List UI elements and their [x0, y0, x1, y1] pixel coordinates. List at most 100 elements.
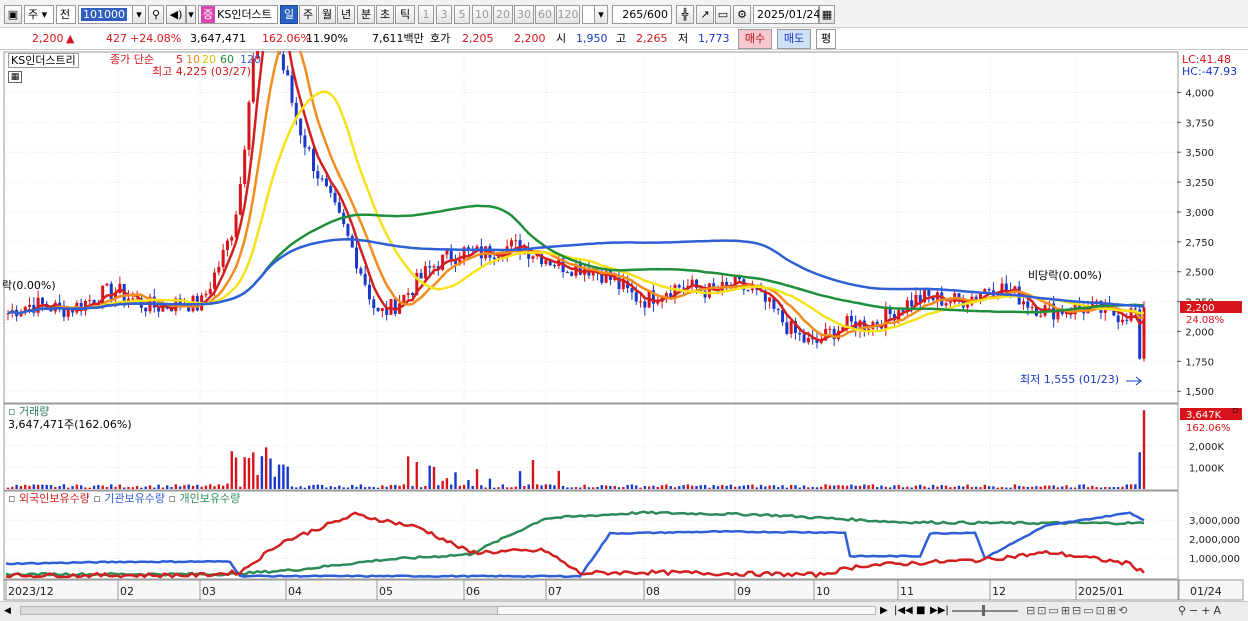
candle-body: [346, 224, 350, 236]
period-minute-button[interactable]: 분: [357, 5, 375, 24]
volume-bar: [1082, 484, 1085, 489]
price-tick-label: 3,500: [1185, 148, 1214, 159]
zoom-tools-icons[interactable]: ⚲−+A: [1178, 604, 1225, 617]
volume-bar: [678, 486, 681, 489]
candle-body: [376, 307, 380, 312]
volume-bar: [1018, 485, 1021, 489]
candle-body: [290, 75, 294, 103]
speaker-dropdown-icon[interactable]: ▾: [186, 5, 196, 24]
candle-body: [828, 328, 832, 330]
window-menu-icon[interactable]: ▣: [4, 5, 22, 24]
interval-20-button[interactable]: 20: [493, 5, 513, 24]
buy-button[interactable]: 매수: [738, 29, 772, 49]
candle-body: [221, 249, 225, 267]
horizontal-scrollbar[interactable]: [20, 606, 876, 615]
volume-bar: [299, 486, 302, 489]
candle-body: [178, 298, 182, 307]
volume-bar: [858, 485, 862, 489]
candle-body: [312, 148, 316, 172]
interval-dropdown-icon[interactable]: ▾: [594, 5, 608, 24]
interval-5-button[interactable]: 5: [454, 5, 470, 24]
period-year-button[interactable]: 년: [337, 5, 355, 24]
sell-button[interactable]: 매도: [777, 29, 811, 49]
volume-bar: [381, 485, 384, 489]
volume-bar: [170, 486, 173, 489]
volume-bar: [36, 484, 40, 489]
candle-body: [884, 308, 888, 329]
volume-bar: [398, 485, 401, 489]
volume-bar: [897, 484, 900, 489]
period-prefix[interactable]: 전: [56, 5, 76, 24]
candle-body: [1112, 307, 1116, 316]
volume-bar: [983, 484, 986, 489]
bar-count-field[interactable]: 265/600: [612, 5, 672, 24]
volume-bar: [574, 487, 578, 489]
volume-bar: [264, 447, 268, 489]
volume-bar: [837, 485, 840, 489]
stop-icon[interactable]: ■: [916, 605, 926, 616]
volume-bar: [346, 487, 350, 489]
ma-label: 종가 단순: [110, 53, 154, 66]
zoom-slider-handle[interactable]: [982, 605, 985, 616]
holding-tick-label: 2,000,000: [1189, 535, 1240, 546]
price-tick-label: 3,750: [1185, 118, 1214, 129]
stock-name-label[interactable]: KS인더스트리: [8, 53, 79, 68]
code-dropdown-icon[interactable]: ▾: [132, 5, 146, 24]
volume-bar: [579, 487, 582, 489]
interval-120-button[interactable]: 120: [556, 5, 580, 24]
candle-body: [802, 334, 806, 343]
interval-3-button[interactable]: 3: [436, 5, 452, 24]
volume-pane-close-icon[interactable]: ▫: [1232, 406, 1239, 416]
calendar-icon[interactable]: ▦: [819, 5, 835, 24]
up-triangle-icon: ▲: [66, 32, 75, 45]
layout-tools-icons[interactable]: ⊟⊡▭⊞⊟▭⊡⊞⟲: [1026, 604, 1130, 617]
period-month-button[interactable]: 월: [318, 5, 336, 24]
draw-tool-icon[interactable]: ↗: [696, 5, 714, 24]
volume-bar: [92, 485, 96, 489]
save-icon[interactable]: ▭: [715, 5, 731, 24]
scroll-right-icon[interactable]: ▶: [880, 605, 888, 616]
jump-start-icon[interactable]: |◀◀: [894, 605, 913, 616]
x-axis-frame: [3, 579, 1179, 601]
volume-bar: [884, 486, 888, 489]
search-icon[interactable]: ⚲: [148, 5, 164, 24]
avg-button[interactable]: 평: [816, 29, 836, 49]
table-icon[interactable]: ▦: [8, 71, 22, 83]
jump-end-icon[interactable]: ▶▶|: [930, 605, 949, 616]
stock-name-field[interactable]: 증 KS인더스트: [198, 5, 278, 24]
volume-bar: [970, 487, 974, 489]
period-tick-button[interactable]: 틱: [395, 5, 415, 24]
period-second-button[interactable]: 초: [376, 5, 394, 24]
volume-bar: [798, 487, 801, 489]
left-adjust-note: 락(0.00%): [2, 279, 56, 292]
volume-bar: [351, 484, 354, 489]
volume-bar: [277, 464, 281, 489]
gear-icon[interactable]: ⚙: [733, 5, 751, 24]
volume-bar: [1078, 484, 1081, 489]
scrollbar-thumb[interactable]: [497, 607, 875, 614]
interval-10-button[interactable]: 10: [472, 5, 492, 24]
stock-code-input[interactable]: 101000: [78, 5, 138, 24]
interval-60-button[interactable]: 60: [535, 5, 555, 24]
candle-body: [914, 295, 918, 307]
bar-total-value: /600: [643, 8, 668, 21]
period-week-button[interactable]: 주: [299, 5, 317, 24]
candle-type-icon[interactable]: ╬: [676, 5, 694, 24]
volume-bar: [45, 484, 48, 489]
date-field[interactable]: 2025/01/24: [753, 5, 820, 24]
candle-body: [690, 279, 694, 286]
candle-body: [776, 308, 780, 310]
market-select[interactable]: 주 ▾: [24, 5, 54, 24]
period-day-button[interactable]: 일: [280, 5, 298, 24]
zoom-slider[interactable]: [952, 605, 1018, 616]
interval-1-button[interactable]: 1: [418, 5, 434, 24]
volume-bar: [204, 485, 208, 489]
volume-bar: [876, 487, 879, 489]
interval-30-button[interactable]: 30: [514, 5, 534, 24]
scroll-left-icon[interactable]: ◀: [4, 606, 11, 616]
price-tick-label: 3,000: [1185, 208, 1214, 219]
volume-bar: [308, 485, 311, 489]
speaker-icon[interactable]: ◀): [166, 5, 186, 24]
